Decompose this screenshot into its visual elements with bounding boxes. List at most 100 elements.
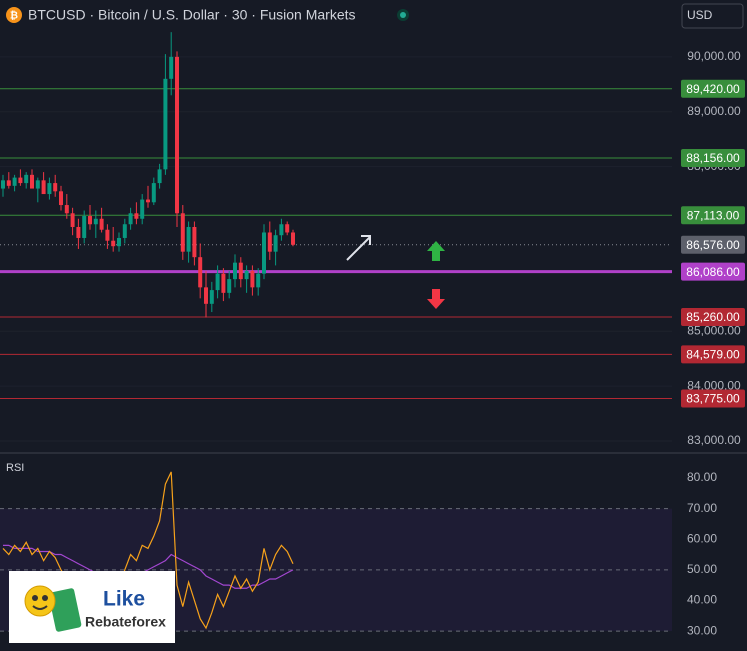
candle-body	[180, 213, 185, 252]
level-label-box	[681, 206, 745, 225]
level-label-box	[681, 79, 745, 98]
candle-body	[64, 205, 69, 214]
level-label-box	[681, 262, 745, 281]
candle-body	[169, 56, 174, 79]
candle-body	[30, 174, 34, 189]
candle-body	[1, 180, 5, 189]
y-tick-label: 60.00	[687, 531, 717, 545]
candle-body	[122, 224, 127, 238]
logo-eye	[32, 595, 38, 601]
y-tick-label: 89,000.00	[687, 104, 741, 118]
candle-body	[244, 270, 249, 280]
y-tick-label: 30.00	[687, 623, 717, 637]
candle-body	[256, 273, 261, 288]
candle-body	[140, 199, 145, 219]
candle-body	[35, 180, 40, 189]
level-label-box	[681, 149, 745, 168]
candle-body	[198, 257, 203, 288]
candle-body	[41, 180, 46, 195]
level-label-box	[681, 307, 745, 326]
arrow-down	[427, 289, 445, 309]
candle-body	[6, 180, 11, 186]
level-label: 84,579.00	[686, 348, 740, 362]
level-label: 87,113.00	[687, 208, 740, 222]
candle-body	[24, 174, 29, 184]
status-dot	[400, 12, 406, 18]
watermark: Like Rebateforex	[9, 571, 175, 643]
price-pane: 90,000.0089,000.0088,000.0085,000.0084,0…	[0, 32, 745, 447]
rsi-line	[2, 471, 294, 630]
candle-body	[209, 290, 214, 304]
watermark-line1: Like	[103, 588, 145, 611]
level-label-box	[681, 235, 745, 254]
candle-body	[227, 279, 232, 293]
candle-body	[128, 213, 133, 225]
currency: USD	[687, 8, 713, 22]
candle-body	[88, 216, 92, 225]
candle-body	[157, 169, 162, 184]
candle-body	[117, 237, 121, 247]
candle-body	[76, 226, 81, 238]
y-tick-label: 70.00	[687, 501, 717, 515]
logo-face	[24, 585, 56, 617]
level-label: 86,576.00	[686, 238, 740, 252]
candle-body	[204, 287, 208, 304]
candle-body	[105, 229, 110, 241]
candle-body	[47, 183, 52, 195]
level-label-box	[681, 345, 745, 364]
candle-body	[82, 216, 87, 238]
rsi-title: RSI	[6, 462, 24, 474]
y-tick-label: 85,000.00	[687, 323, 741, 337]
candle-body	[215, 273, 220, 291]
candle-body	[221, 273, 226, 293]
level-label: 89,420.00	[686, 82, 740, 96]
y-tick-label: 83,000.00	[687, 433, 741, 447]
y-tick-label: 50.00	[687, 562, 717, 576]
candle-body	[233, 262, 237, 280]
candle-body	[238, 262, 243, 280]
candle-body	[93, 218, 98, 225]
level-label: 88,156.00	[686, 151, 740, 165]
watermark-line2: Rebateforex	[85, 614, 166, 630]
level-label: 85,260.00	[686, 310, 740, 324]
candle-body	[111, 240, 116, 247]
chart-title: BTCUSD · Bitcoin / U.S. Dollar · 30 · Fu…	[28, 7, 356, 23]
candle-body	[70, 213, 75, 227]
arrow-up-right	[346, 235, 371, 261]
candle-body	[267, 232, 272, 252]
candle-body	[175, 56, 179, 214]
candle-body	[163, 78, 168, 170]
candle-body	[53, 183, 58, 192]
rsi-line	[3, 544, 294, 589]
candle-body	[285, 224, 290, 233]
y-tick-label: 90,000.00	[687, 49, 741, 63]
level-label-box	[681, 389, 745, 408]
candle-body	[262, 232, 266, 274]
candle-body	[186, 226, 191, 252]
logo-eye	[42, 595, 48, 601]
level-label: 86,086.00	[686, 265, 740, 279]
coin-symbol: ₿	[10, 10, 18, 22]
candle-body	[291, 232, 295, 245]
candle-body	[99, 218, 104, 230]
level-label: 83,775.00	[686, 392, 740, 406]
candle-body	[279, 224, 284, 236]
arrow-up	[427, 241, 445, 261]
candle-body	[192, 226, 197, 258]
coin-icon	[6, 7, 22, 23]
y-tick-label: 84,000.00	[687, 378, 741, 392]
candle-body	[273, 235, 278, 252]
candle-body	[151, 183, 156, 203]
y-tick-label: 80.00	[687, 470, 717, 484]
pane-separator	[0, 452, 747, 454]
y-tick-label: 40.00	[687, 593, 717, 607]
logo-smile	[32, 605, 48, 610]
currency-button[interactable]	[681, 3, 744, 29]
candle-body	[146, 199, 150, 203]
candle-body	[59, 191, 63, 206]
candle-body	[250, 270, 255, 288]
logo-card	[48, 588, 82, 632]
candle-body	[134, 213, 139, 219]
